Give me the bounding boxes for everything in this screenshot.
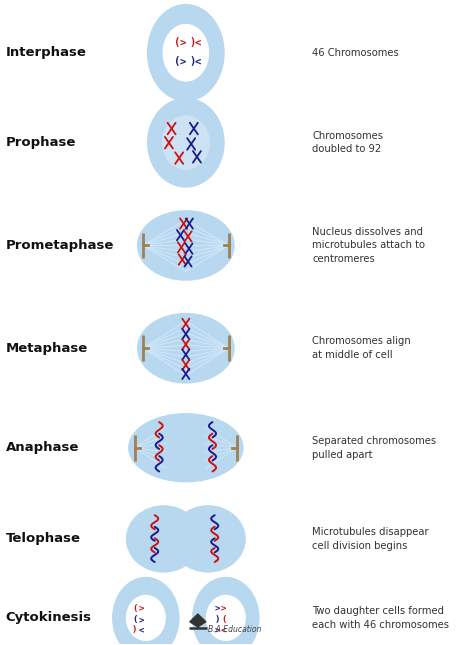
Text: (: ( [132, 604, 137, 613]
Text: ): ) [190, 37, 196, 48]
Text: >: > [179, 37, 185, 48]
Text: Chromosomes align
at middle of cell: Chromosomes align at middle of cell [312, 337, 411, 360]
Text: Telophase: Telophase [6, 532, 81, 546]
Text: (: ( [174, 37, 180, 48]
Ellipse shape [126, 505, 201, 573]
Text: Separated chromosomes
pulled apart: Separated chromosomes pulled apart [312, 436, 437, 459]
Text: <: < [221, 625, 226, 634]
Ellipse shape [206, 595, 246, 641]
Text: >: > [179, 56, 185, 66]
Text: ): ) [214, 615, 219, 624]
Text: Cytokinesis: Cytokinesis [6, 611, 92, 624]
Text: >: > [214, 625, 219, 634]
Text: <: < [194, 56, 201, 66]
Text: B.A Education: B.A Education [208, 625, 262, 634]
Ellipse shape [137, 313, 235, 384]
Ellipse shape [147, 98, 225, 188]
Text: >: > [139, 604, 144, 613]
Text: <: < [139, 625, 144, 634]
Text: >: > [214, 604, 219, 613]
Ellipse shape [163, 24, 209, 82]
Text: >: > [221, 604, 226, 613]
Text: Two daughter cells formed
each with 46 chromosomes: Two daughter cells formed each with 46 c… [312, 606, 449, 630]
Text: Anaphase: Anaphase [6, 441, 79, 454]
Text: 46 Chromosomes: 46 Chromosomes [312, 48, 399, 58]
Ellipse shape [128, 413, 244, 482]
Text: ): ) [132, 625, 137, 634]
Text: >: > [139, 615, 144, 624]
Text: <: < [194, 37, 201, 48]
Text: (: ( [174, 56, 180, 66]
Text: (: ( [221, 615, 226, 624]
Text: Prophase: Prophase [6, 136, 76, 149]
Ellipse shape [170, 505, 246, 573]
Ellipse shape [112, 577, 180, 645]
Text: Chromosomes
doubled to 92: Chromosomes doubled to 92 [312, 131, 383, 155]
Ellipse shape [147, 4, 225, 101]
Text: Interphase: Interphase [6, 46, 87, 59]
Ellipse shape [192, 577, 260, 645]
Text: (: ( [132, 615, 137, 624]
Text: Microtubules disappear
cell division begins: Microtubules disappear cell division beg… [312, 527, 429, 551]
Text: ): ) [190, 56, 196, 66]
Ellipse shape [137, 210, 235, 281]
Text: Prometaphase: Prometaphase [6, 239, 114, 252]
Polygon shape [190, 614, 206, 627]
Text: Nucleus dissolves and
microtubules attach to
centromeres: Nucleus dissolves and microtubules attac… [312, 227, 426, 264]
Text: Metaphase: Metaphase [6, 342, 88, 355]
Ellipse shape [126, 595, 166, 641]
Ellipse shape [162, 115, 210, 170]
